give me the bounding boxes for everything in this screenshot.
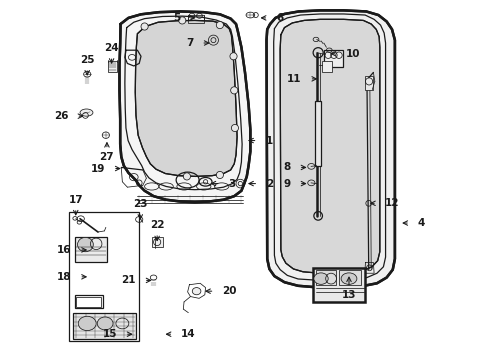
Polygon shape (267, 10, 395, 288)
Polygon shape (135, 21, 237, 176)
Ellipse shape (78, 316, 96, 330)
Text: 12: 12 (385, 198, 399, 208)
Text: 20: 20 (222, 286, 237, 296)
Bar (108, 61, 117, 72)
Ellipse shape (216, 171, 223, 179)
Text: 1: 1 (266, 136, 273, 145)
Bar (324, 50, 343, 67)
Ellipse shape (179, 17, 186, 24)
Text: 26: 26 (54, 111, 69, 121)
Ellipse shape (231, 125, 239, 132)
Text: 14: 14 (181, 329, 196, 339)
Bar (69, 212, 139, 341)
Text: 25: 25 (80, 55, 95, 65)
Text: 9: 9 (284, 179, 291, 189)
Text: 23: 23 (133, 199, 147, 210)
Text: 5: 5 (173, 13, 181, 23)
Ellipse shape (341, 273, 357, 284)
Bar (313, 268, 365, 302)
Bar (339, 270, 361, 285)
Ellipse shape (230, 53, 237, 60)
Polygon shape (280, 19, 380, 273)
Ellipse shape (192, 288, 201, 295)
Text: 18: 18 (57, 272, 72, 282)
Text: 7: 7 (186, 38, 194, 48)
Ellipse shape (231, 87, 238, 94)
Text: 24: 24 (104, 44, 119, 53)
Text: 10: 10 (345, 49, 360, 59)
Bar (365, 76, 373, 90)
Bar (316, 270, 336, 285)
Text: 22: 22 (150, 220, 164, 230)
Bar (152, 237, 163, 247)
Text: 3: 3 (228, 179, 236, 189)
Bar (322, 61, 332, 72)
Bar (74, 237, 107, 262)
Ellipse shape (141, 23, 148, 30)
Text: 8: 8 (284, 162, 291, 172)
Text: 19: 19 (91, 163, 105, 174)
Text: 16: 16 (57, 245, 72, 255)
Text: 6: 6 (276, 13, 283, 23)
Text: 27: 27 (99, 152, 114, 162)
Text: 11: 11 (287, 74, 302, 84)
Bar (188, 15, 204, 23)
Ellipse shape (314, 273, 328, 284)
Bar (76, 297, 101, 307)
Text: 4: 4 (418, 218, 425, 228)
Text: 2: 2 (266, 179, 273, 189)
Ellipse shape (216, 22, 223, 29)
Ellipse shape (183, 173, 191, 180)
Bar (74, 295, 102, 309)
Text: 21: 21 (122, 275, 136, 285)
Bar (315, 101, 321, 166)
Polygon shape (120, 12, 250, 202)
Text: 15: 15 (102, 329, 117, 339)
Ellipse shape (77, 237, 93, 252)
Text: 17: 17 (69, 195, 83, 205)
Ellipse shape (97, 317, 113, 330)
Ellipse shape (80, 109, 93, 116)
Bar (73, 313, 136, 338)
Text: 13: 13 (342, 291, 356, 301)
